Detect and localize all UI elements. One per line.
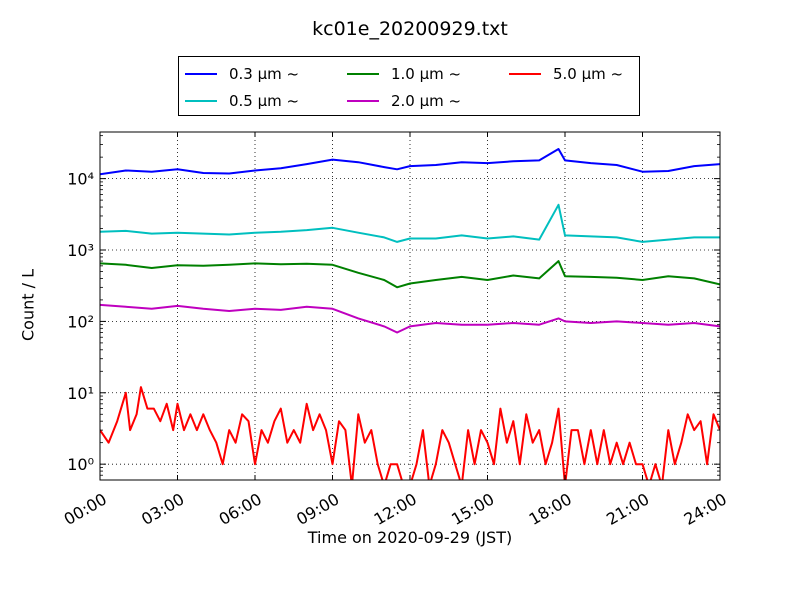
- legend-label: 0.3 μm ~: [229, 65, 300, 83]
- y-tick-label: 10¹: [67, 384, 94, 403]
- x-axis-label: Time on 2020-09-29 (JST): [307, 528, 513, 547]
- legend: 0.3 μm ~ 0.5 μm ~ 1.0 μm ~ 2.0 μm ~ 5.0 …: [178, 56, 640, 116]
- legend-item-0-3um: 0.3 μm ~: [185, 63, 299, 85]
- legend-item-1-0um: 1.0 μm ~: [347, 63, 461, 85]
- legend-item-0-5um: 0.5 μm ~: [185, 90, 299, 112]
- legend-label: 1.0 μm ~: [391, 65, 462, 83]
- series-line-1: [100, 148, 720, 176]
- series-line-3: [100, 260, 720, 289]
- legend-item-2-0um: 2.0 μm ~: [347, 90, 461, 112]
- legend-label: 2.0 μm ~: [391, 92, 462, 110]
- x-tick-label: 00:00: [61, 489, 110, 529]
- legend-swatch: [185, 73, 217, 75]
- legend-swatch: [509, 73, 541, 75]
- legend-label: 0.5 μm ~: [229, 92, 300, 110]
- chart-title: kc01e_20200929.txt: [312, 18, 508, 40]
- plot-frame: [99, 131, 721, 481]
- y-tick-label: 10²: [67, 312, 94, 331]
- data-series-group: [100, 148, 720, 480]
- y-axis-label: Count / L: [18, 269, 38, 341]
- grid-lines: [99, 132, 721, 480]
- x-tick-label: 06:00: [216, 489, 265, 529]
- x-tick-label: 21:00: [603, 489, 652, 529]
- y-tick-label: 10³: [67, 241, 94, 260]
- series-line-4: [100, 303, 720, 334]
- x-tick-label: 15:00: [448, 489, 497, 529]
- x-tick-label: 12:00: [371, 489, 420, 529]
- series-line-2: [100, 203, 720, 243]
- y-tick-label: 10⁰: [67, 455, 94, 474]
- y-tick-label: 10⁴: [67, 170, 94, 189]
- legend-swatch: [347, 73, 379, 75]
- axes-group: 00:00 03:00 06:00 09:00 12:00 15:00 18:00 21:00…: [61, 131, 730, 529]
- legend-swatch: [185, 100, 217, 102]
- legend-item-5-0um: 5.0 μm ~: [509, 63, 623, 85]
- x-tick-label: 24:00: [681, 489, 730, 529]
- x-tick-label: 18:00: [526, 489, 575, 529]
- legend-label: 5.0 μm ~: [553, 65, 624, 83]
- legend-swatch: [347, 100, 379, 102]
- x-tick-label: 03:00: [138, 489, 187, 529]
- series-line-5: [100, 386, 720, 480]
- x-tick-label: 09:00: [293, 489, 342, 529]
